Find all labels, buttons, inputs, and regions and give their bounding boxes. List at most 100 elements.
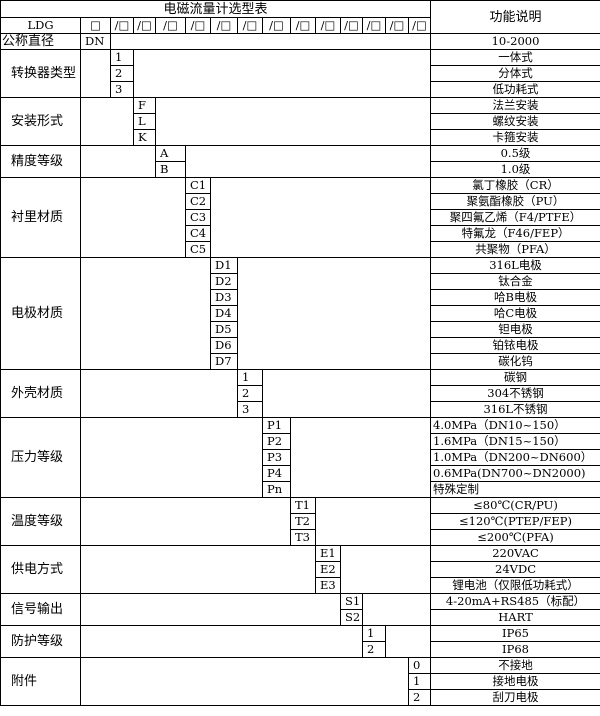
blank-cell — [80, 593, 341, 626]
option-code: 1 — [110, 49, 134, 66]
option-code: P2 — [262, 433, 291, 450]
option-code: E3 — [315, 577, 341, 594]
option-row: 2 IP68 — [1, 641, 600, 658]
option-row: 精度等级 A 0.5级 — [0, 145, 600, 178]
option-description: 哈C电极 — [430, 305, 600, 322]
model-box: /□ — [155, 17, 186, 34]
model-box: /□ — [407, 17, 432, 34]
model-box: /□ — [237, 17, 263, 34]
option-row: 电极材质 D1 316L电极 — [0, 257, 600, 370]
option-description: 1.0级 — [430, 161, 600, 178]
model-box: /□ — [185, 17, 211, 34]
blank-cell — [80, 497, 291, 546]
option-description: 4.0MPa（DN10~150） — [430, 417, 600, 434]
option-row: P3 1.0MPa（DN200~DN600） — [1, 449, 600, 466]
option-description: 特殊定制 — [430, 481, 600, 498]
group-label: 衬里材质 — [0, 177, 81, 258]
option-code: 2 — [362, 641, 386, 658]
option-description: 24VDC — [430, 561, 600, 578]
option-description: ≤200℃(PFA) — [430, 529, 600, 546]
blank-cell — [80, 657, 409, 706]
option-description: 钛合金 — [430, 273, 600, 290]
group-label: 安装形式 — [0, 97, 81, 146]
option-code: P3 — [262, 449, 291, 466]
blank-cell — [80, 145, 156, 178]
option-description: 锂电池（仅限低功耗式） — [430, 577, 600, 594]
option-code: T3 — [290, 529, 316, 546]
model-box: /□ — [315, 17, 341, 34]
option-code: D6 — [210, 337, 238, 354]
option-code: C3 — [185, 209, 211, 226]
option-description: 氯丁橡胶（CR） — [430, 177, 600, 194]
option-description: ≤120℃(PTEP/FEP) — [430, 513, 600, 530]
blank-cell — [384, 625, 432, 658]
option-row: 信号输出 S1 4-20mA+RS485（标配） — [0, 593, 600, 626]
option-code: T2 — [290, 513, 316, 530]
option-description: IP65 — [430, 625, 600, 642]
option-code: T1 — [290, 497, 316, 514]
option-code: P4 — [262, 465, 291, 482]
option-code: L — [133, 113, 156, 130]
blank-cell — [80, 257, 211, 370]
option-row: 温度等级 T1 ≤80℃(CR/PU) — [0, 497, 600, 546]
option-code: K — [133, 129, 156, 146]
option-description: 特氟龙（F46/FEP） — [430, 225, 600, 242]
option-code: C4 — [185, 225, 211, 242]
group-label: 外壳材质 — [0, 369, 81, 418]
option-row: 安装形式 F 法兰安装 — [0, 97, 600, 146]
option-code: 1 — [237, 369, 263, 386]
option-description: 螺纹安装 — [430, 113, 600, 130]
option-description: 316L不锈钢 — [430, 401, 600, 418]
option-description: 碳化钨 — [430, 353, 600, 370]
option-description: 聚氨酯橡胶（PU） — [430, 193, 600, 210]
blank-cell — [109, 33, 432, 50]
blank-cell — [80, 545, 316, 594]
model-box: /□ — [340, 17, 363, 34]
option-description: 接地电极 — [430, 673, 600, 690]
group-label: 信号输出 — [0, 593, 81, 626]
option-description: 低功耗式 — [430, 81, 600, 98]
option-code: 0 — [407, 657, 432, 674]
blank-cell — [339, 545, 432, 594]
option-description: 4-20mA+RS485（标配） — [430, 593, 600, 610]
model-box: /□ — [385, 17, 409, 34]
option-code: C5 — [185, 241, 211, 258]
group-label: 转换器类型 — [0, 49, 81, 98]
option-row: 衬里材质 C1 氯丁橡胶（CR） — [0, 177, 600, 258]
blank-cell — [80, 417, 263, 498]
option-code: C1 — [185, 177, 211, 194]
option-code: P1 — [262, 417, 291, 434]
table-title: 电磁流量计选型表 — [0, 0, 432, 18]
blank-cell — [361, 593, 432, 626]
model-prefix: LDG — [0, 17, 81, 34]
option-row: D6 铂铱电极 — [1, 337, 600, 354]
option-row: 转换器类型 1 一体式 — [0, 49, 600, 98]
blank-cell — [289, 417, 432, 498]
blank-cell — [261, 369, 432, 418]
option-description: 1.6MPa（DN15~150） — [430, 433, 600, 450]
blank-cell — [80, 625, 363, 658]
dn-code: DN — [80, 33, 111, 50]
blank-cell — [80, 177, 186, 258]
option-code: D7 — [210, 353, 238, 370]
option-description: 碳钢 — [430, 369, 600, 386]
option-code: D2 — [210, 273, 238, 290]
option-description: HART — [430, 609, 600, 626]
blank-cell — [154, 97, 432, 146]
option-row: B 1.0级 — [1, 161, 600, 178]
blank-cell — [184, 145, 432, 178]
title-row: 电磁流量计选型表 功能说明 — [0, 0, 600, 34]
option-description: 聚四氟乙烯（F4/PTFE） — [430, 209, 600, 226]
group-label: 精度等级 — [0, 145, 81, 178]
option-row: 2 刮刀电极 — [1, 689, 600, 706]
option-description: 304不锈钢 — [430, 385, 600, 402]
option-description: 钽电极 — [430, 321, 600, 338]
model-box: /□ — [290, 17, 316, 34]
option-code: 2 — [110, 65, 134, 82]
option-code: C2 — [185, 193, 211, 210]
option-code: A — [155, 145, 186, 162]
blank-cell — [314, 497, 432, 546]
option-description: 0.5级 — [430, 145, 600, 162]
option-description: 220VAC — [430, 545, 600, 562]
option-row: 压力等级 P1 4.0MPa（DN10~150） — [0, 417, 600, 498]
